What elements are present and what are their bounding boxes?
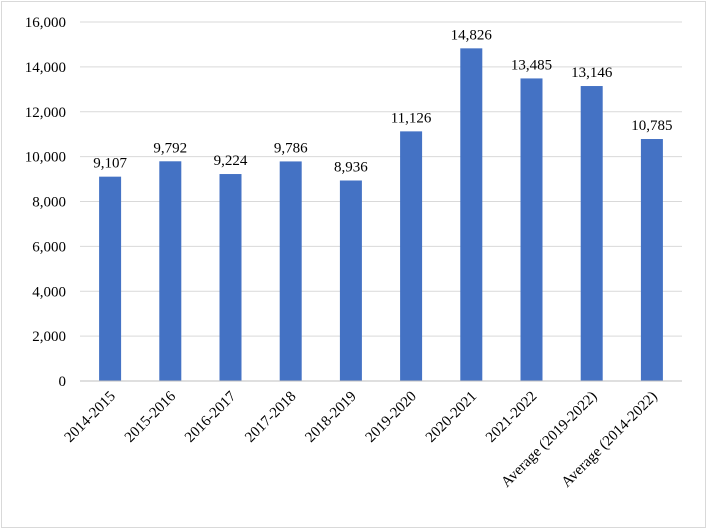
x-tick-label: 2020-2021 (423, 389, 480, 446)
x-tick-label: 2015-2016 (122, 388, 180, 446)
y-tick-label: 2,000 (32, 329, 66, 345)
bar (219, 174, 242, 381)
bars (99, 48, 663, 382)
y-tick-label: 14,000 (25, 60, 66, 76)
data-labels: 9,107 9,792 9,224 9,786 8,936 11,126 14,826 13,… (93, 27, 672, 175)
y-tick-label: 4,000 (32, 284, 66, 300)
data-label: 13,485 (511, 57, 552, 73)
bar (460, 48, 483, 382)
y-tick-label: 16,000 (25, 15, 66, 31)
y-tick-label: 6,000 (32, 239, 66, 255)
bar (99, 176, 122, 381)
y-tick-label: 10,000 (25, 150, 66, 166)
y-axis-tick-labels: 0 2,000 4,000 6,000 8,000 10,000 12,000 14,000 1… (25, 15, 66, 390)
x-tick-label: 2016-2017 (182, 388, 240, 446)
data-label: 9,792 (153, 140, 187, 156)
data-label: 10,785 (631, 118, 672, 134)
data-label: 13,146 (571, 65, 613, 81)
x-tick-label: 2021-2022 (483, 389, 540, 446)
data-label: 14,826 (451, 27, 493, 43)
bar (279, 161, 302, 381)
bar (400, 131, 423, 381)
x-tick-label: 2019-2020 (363, 389, 420, 446)
x-axis-category-labels: 2014-2015 2015-2016 2016-2017 2017-2018 2018… (62, 388, 661, 490)
x-tick-label: 2017-2018 (242, 389, 299, 446)
bar (339, 180, 362, 381)
bar (640, 139, 663, 381)
bar (520, 78, 543, 382)
data-label: 9,107 (93, 156, 127, 172)
data-label: 9,786 (274, 140, 308, 156)
y-tick-label: 0 (59, 374, 67, 390)
data-label: 9,224 (214, 153, 248, 169)
x-tick-label: 2018-2019 (302, 389, 359, 446)
x-tick-label: 2014-2015 (62, 389, 119, 446)
bar (580, 86, 603, 381)
y-tick-label: 8,000 (32, 195, 66, 211)
data-label: 11,126 (391, 110, 432, 126)
y-tick-label: 12,000 (25, 105, 66, 121)
data-label: 8,936 (334, 159, 368, 175)
bar (159, 161, 182, 381)
